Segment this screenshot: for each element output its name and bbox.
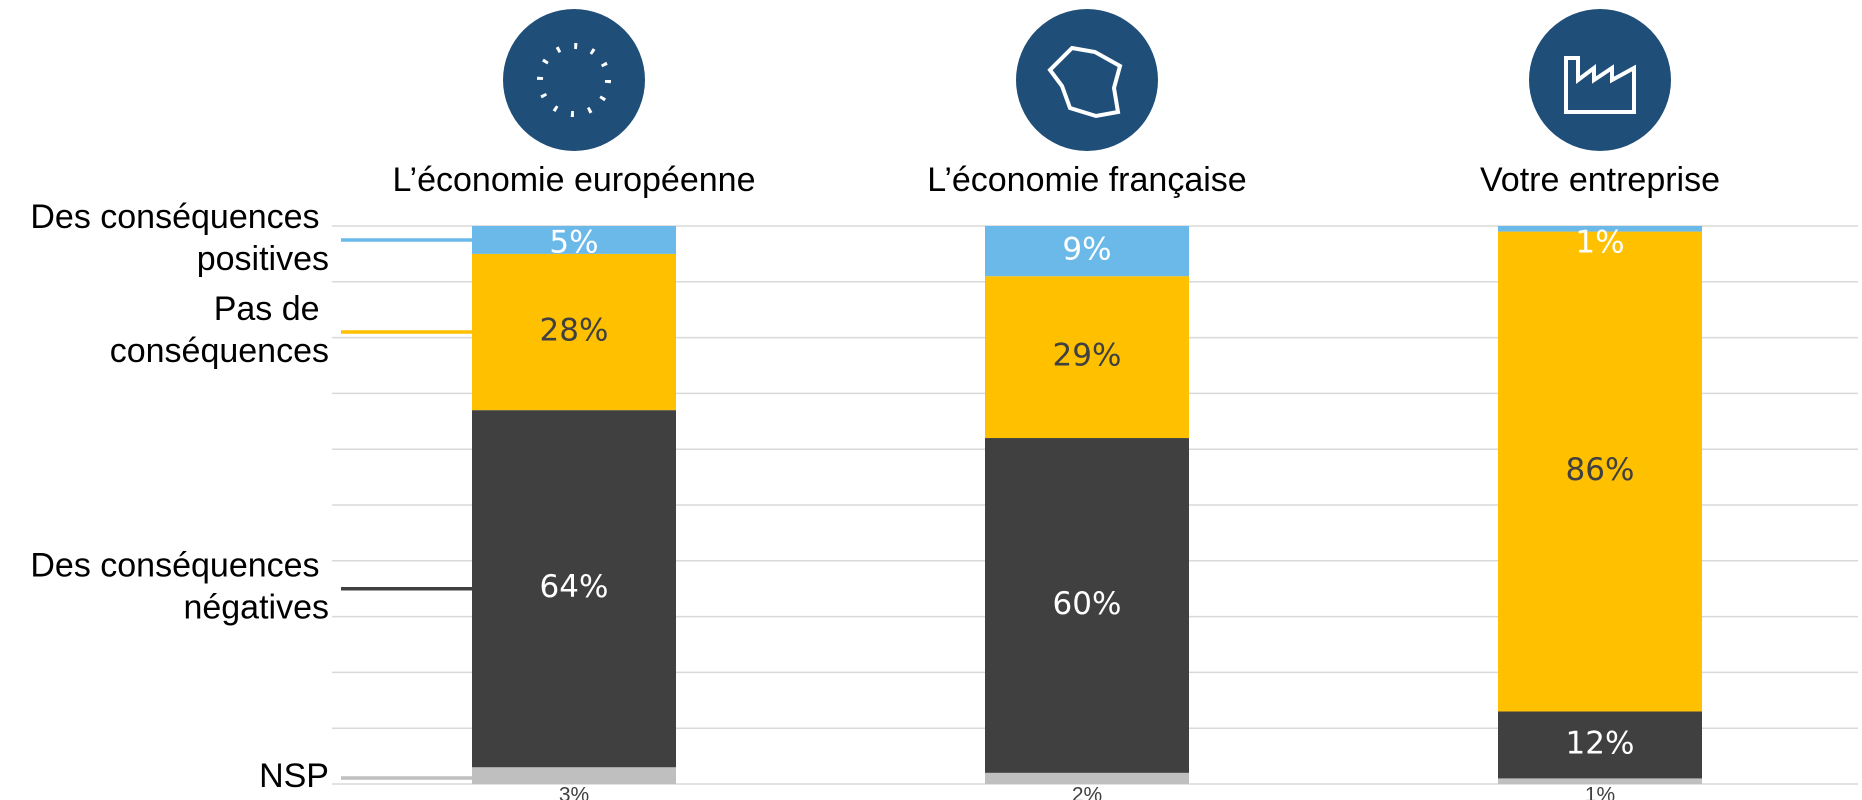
value-label: 1%	[1585, 784, 1615, 800]
bar-segment	[1498, 778, 1702, 784]
bar-segment	[1498, 711, 1702, 779]
category-label: L’économie française	[927, 161, 1246, 199]
value-label: 60%	[1053, 586, 1122, 622]
bar-segment	[985, 438, 1189, 773]
value-label: 64%	[540, 569, 609, 605]
legend-label: Des conséquences négatives	[30, 547, 329, 627]
bar-segment	[985, 772, 1189, 784]
legend-label: Des conséquences positives	[30, 198, 329, 278]
value-label: 12%	[1566, 725, 1635, 761]
category-label: Votre entreprise	[1480, 161, 1720, 199]
value-label: 28%	[540, 313, 609, 349]
value-label: 29%	[1053, 338, 1122, 374]
bar-segment	[1498, 231, 1702, 712]
bar-segment	[472, 253, 676, 411]
icon-factory	[1529, 9, 1671, 151]
category-label: L’économie européenne	[393, 161, 756, 199]
value-label: 2%	[1072, 784, 1102, 800]
value-label: 1%	[1575, 225, 1624, 261]
value-label: 86%	[1566, 452, 1635, 488]
icon-france	[1016, 9, 1158, 151]
value-label: 3%	[559, 784, 589, 800]
icon-europe	[503, 9, 645, 151]
legend-label: Pas de conséquences	[110, 290, 329, 370]
bar-segment	[472, 226, 676, 254]
value-label: 5%	[549, 225, 598, 261]
bar-segment	[1498, 226, 1702, 232]
bar-segment	[472, 767, 676, 784]
value-label: 9%	[1062, 232, 1111, 268]
bar-segment	[472, 410, 676, 768]
legend-label: NSP	[259, 757, 329, 795]
bar-segment	[985, 226, 1189, 277]
bar-segment	[985, 276, 1189, 439]
